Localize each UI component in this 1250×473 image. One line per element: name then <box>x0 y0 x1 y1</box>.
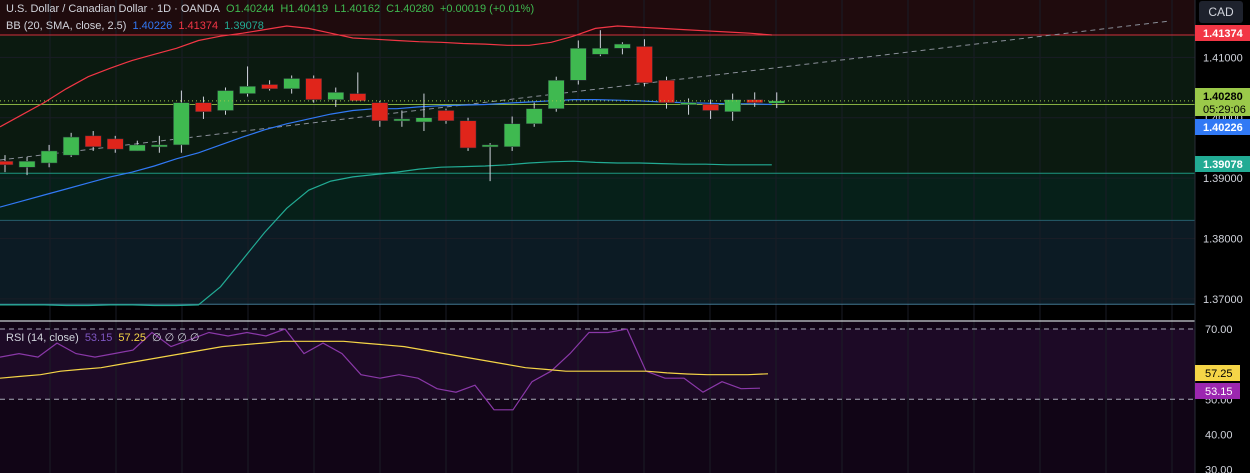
rsi-ma-line <box>0 340 769 379</box>
currency-button[interactable]: CAD <box>1199 1 1243 23</box>
price-badge-label: 1.40280 <box>1203 91 1243 103</box>
candle-body <box>0 160 14 166</box>
candle-body <box>195 102 212 112</box>
candle-body <box>371 102 389 122</box>
candle-body <box>217 90 234 111</box>
bb-basis-value: 1.40226 <box>132 20 173 32</box>
price-badge-label: 1.40226 <box>1203 122 1243 134</box>
bb-lower-line <box>0 160 772 307</box>
candle-body <box>746 99 763 103</box>
rsi-band <box>0 329 1195 400</box>
rsi-badge <box>1195 365 1240 381</box>
candle-body <box>151 144 168 148</box>
bb-label: BB (20, SMA, close, 2.5) <box>6 20 127 32</box>
bb-upper-line <box>0 25 772 128</box>
price-badge-countdown: 05:29:06 <box>1203 104 1246 116</box>
candle-body <box>239 86 256 94</box>
price-badge <box>1195 88 1250 116</box>
price-badge <box>1195 156 1250 172</box>
zone-above-upper <box>0 0 1195 36</box>
ohlc-close: C1.40280 <box>386 3 434 15</box>
candle-body <box>261 84 278 90</box>
candle-body <box>62 136 80 156</box>
price-axis-tick: 1.37000 <box>1203 294 1243 306</box>
rsi-label: RSI (14, close) <box>6 332 79 344</box>
candle-body <box>481 144 499 148</box>
ohlc-change: +0.00019 (+0.01%) <box>439 3 535 15</box>
price-axis-tick: 1.39000 <box>1203 173 1243 185</box>
rsi-badge-label: 53.15 <box>1205 386 1233 398</box>
price-badge-label: 1.41374 <box>1203 28 1244 40</box>
bb-lower-value: 1.39078 <box>224 20 264 32</box>
ohlc-open: O1.40244 <box>226 3 275 15</box>
candle-body <box>40 150 58 164</box>
bb-upper-value: 1.41374 <box>178 20 219 32</box>
candle-body <box>437 110 455 122</box>
ohlc-high: H1.40419 <box>280 3 329 15</box>
price-badge-label: 1.39078 <box>1203 159 1243 171</box>
trendline <box>0 20 1169 161</box>
price-badge <box>1195 25 1250 41</box>
zone-bottom <box>0 220 1195 305</box>
candle-body <box>680 102 697 105</box>
candle-body <box>724 99 741 112</box>
rsi-extras: ∅ ∅ ∅ ∅ <box>152 332 200 344</box>
candle-body <box>614 43 631 49</box>
rsi-badge <box>1195 383 1240 399</box>
rsi-line <box>0 328 761 411</box>
candle-body <box>548 80 565 109</box>
candle-body <box>415 117 433 123</box>
bb-legend[interactable]: BB (20, SMA, close, 2.5) 1.40226 1.41374… <box>6 20 267 32</box>
candle-body <box>658 80 675 103</box>
price-badge <box>1195 119 1250 135</box>
rsi-ma-value: 57.25 <box>118 332 146 344</box>
candle-body <box>84 135 102 147</box>
candle-body <box>283 78 300 90</box>
candle-body <box>129 144 146 152</box>
rsi-axis-tick: 70.00 <box>1205 324 1233 336</box>
candle-body <box>107 138 124 150</box>
candle-body <box>525 108 543 125</box>
candle-body <box>503 123 521 147</box>
candle-body <box>173 102 190 146</box>
rsi-axis-tick: 40.00 <box>1205 429 1233 441</box>
ohlc-low: L1.40162 <box>334 3 381 15</box>
symbol-legend: U.S. Dollar / Canadian Dollar · 1D · OAN… <box>6 3 537 15</box>
candle-body <box>349 93 367 102</box>
candle-body <box>327 92 344 100</box>
candle-body <box>393 118 411 122</box>
rsi-badge-label: 57.25 <box>1205 368 1233 380</box>
candle-body <box>570 48 587 81</box>
candle-body <box>459 120 477 149</box>
rsi-axis-tick: 30.00 <box>1205 464 1233 473</box>
candle-body <box>305 78 322 100</box>
candle-body <box>636 46 653 83</box>
price-axis-tick: 1.41000 <box>1203 52 1243 64</box>
candle-body <box>702 104 719 111</box>
price-axis-tick: 1.38000 <box>1203 233 1243 245</box>
candle-body <box>592 48 609 55</box>
rsi-legend[interactable]: RSI (14, close) 53.15 57.25 ∅ ∅ ∅ ∅ <box>6 331 203 344</box>
symbol-title: U.S. Dollar / Canadian Dollar · 1D · OAN… <box>6 3 220 15</box>
zone-lower <box>0 173 1195 221</box>
candle-body <box>18 160 36 168</box>
rsi-value: 53.15 <box>84 332 113 344</box>
